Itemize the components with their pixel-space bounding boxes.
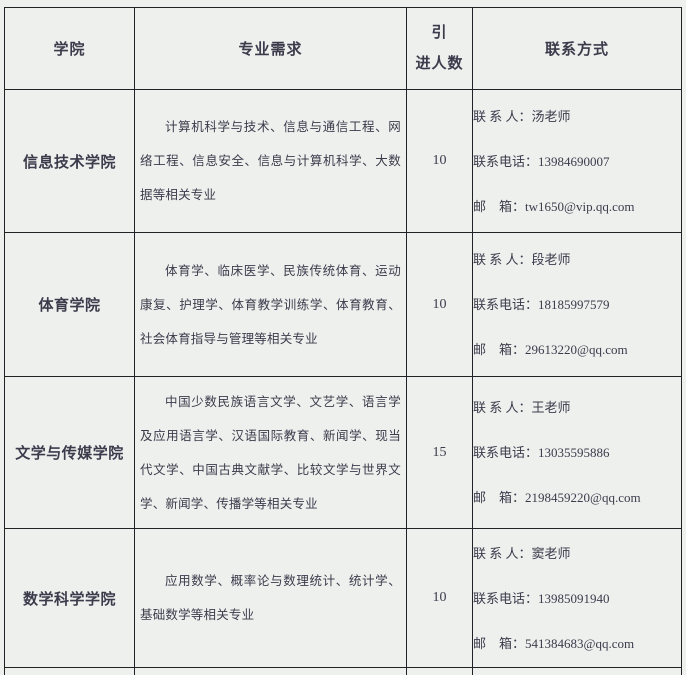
majors-text: 中国少数民族语言文学、文艺学、语言学及应用语言学、汉语国际教育、新闻学、现当代文…	[140, 394, 401, 511]
count-cell: 15	[406, 376, 473, 529]
table-row: 信息技术学院 计算机科学与技术、信息与通信工程、网络工程、信息安全、信息与计算机…	[4, 89, 682, 233]
contact-phone-line: 联系电话：13035595886	[473, 445, 610, 460]
col-header-college: 学院	[4, 7, 135, 90]
majors-text: 体育学、临床医学、民族传统体育、运动康复、护理学、体育教学训练学、体育教育、社会…	[140, 263, 401, 346]
majors-cell: 中国少数民族语言文学、文艺学、语言学及应用语言学、汉语国际教育、新闻学、现当代文…	[134, 376, 407, 529]
table-header-row: 学院 专业需求 引 进人数 联系方式	[4, 7, 682, 90]
college-cell: 体育学院	[4, 232, 135, 377]
table-row: 数学科学学院 应用数学、概率论与数理统计、统计学、基础数学等相关专业 10 联 …	[4, 528, 682, 668]
college-cell: 文学与传媒学院	[4, 376, 135, 529]
majors-text: 应用数学、概率论与数理统计、统计学、基础数学等相关专业	[140, 574, 401, 622]
count-cell: 10	[406, 89, 473, 233]
contact-cell	[472, 667, 682, 675]
contact-person-line: 联 系 人：王老师	[473, 400, 571, 415]
contact-cell: 联 系 人：汤老师 联系电话：13984690007 邮 箱：tw1650@vi…	[472, 89, 682, 233]
majors-text: 计算机科学与技术、信息与通信工程、网络工程、信息安全、信息与计算机科学、大数据等…	[140, 120, 401, 202]
contact-email-line: 邮 箱：tw1650@vip.qq.com	[473, 198, 635, 214]
college-cell: 数学科学学院	[4, 528, 135, 668]
col-header-count: 引 进人数	[406, 7, 473, 90]
recruitment-table: 学院 专业需求 引 进人数 联系方式 信息技术学院 计算机科学与技术、信息与通信…	[4, 7, 682, 675]
contact-phone-line: 联系电话：18185997579	[473, 297, 610, 312]
contact-phone-line: 联系电话：13984690007	[473, 153, 610, 169]
count-cell: 10	[406, 232, 473, 377]
contact-person-line: 联 系 人：窦老师	[473, 545, 571, 561]
majors-cell: 体育学、临床医学、民族传统体育、运动康复、护理学、体育教学训练学、体育教育、社会…	[134, 232, 407, 377]
majors-cell: 计算机科学与技术、信息与通信工程、网络工程、信息安全、信息与计算机科学、大数据等…	[134, 89, 407, 233]
college-cell: 信息技术学院	[4, 89, 135, 233]
table-row: 文学与传媒学院 中国少数民族语言文学、文艺学、语言学及应用语言学、汉语国际教育、…	[4, 376, 682, 529]
count-cell: 10	[406, 528, 473, 668]
contact-email-line: 邮 箱：29613220@qq.com	[473, 342, 628, 357]
contact-cell: 联 系 人：王老师 联系电话：13035595886 邮 箱：219845922…	[472, 376, 682, 529]
contact-email-line: 邮 箱：541384683@qq.com	[473, 635, 635, 651]
col-header-majors: 专业需求	[134, 7, 407, 90]
majors-cell: 应用数学、概率论与数理统计、统计学、基础数学等相关专业	[134, 528, 407, 668]
contact-cell: 联 系 人：段老师 联系电话：18185997579 邮 箱：29613220@…	[472, 232, 682, 377]
contact-cell: 联 系 人：窦老师 联系电话：13985091940 邮 箱：541384683…	[472, 528, 682, 668]
table-row-partial	[4, 667, 682, 675]
count-cell	[406, 667, 473, 675]
col-header-contact: 联系方式	[472, 7, 682, 90]
contact-person-line: 联 系 人：汤老师	[473, 108, 571, 124]
contact-phone-line: 联系电话：13985091940	[473, 590, 610, 606]
contact-email-line: 邮 箱：2198459220@qq.com	[473, 490, 641, 505]
contact-person-line: 联 系 人：段老师	[473, 252, 571, 267]
majors-cell	[134, 667, 407, 675]
college-cell	[4, 667, 135, 675]
table-row: 体育学院 体育学、临床医学、民族传统体育、运动康复、护理学、体育教学训练学、体育…	[4, 232, 682, 377]
